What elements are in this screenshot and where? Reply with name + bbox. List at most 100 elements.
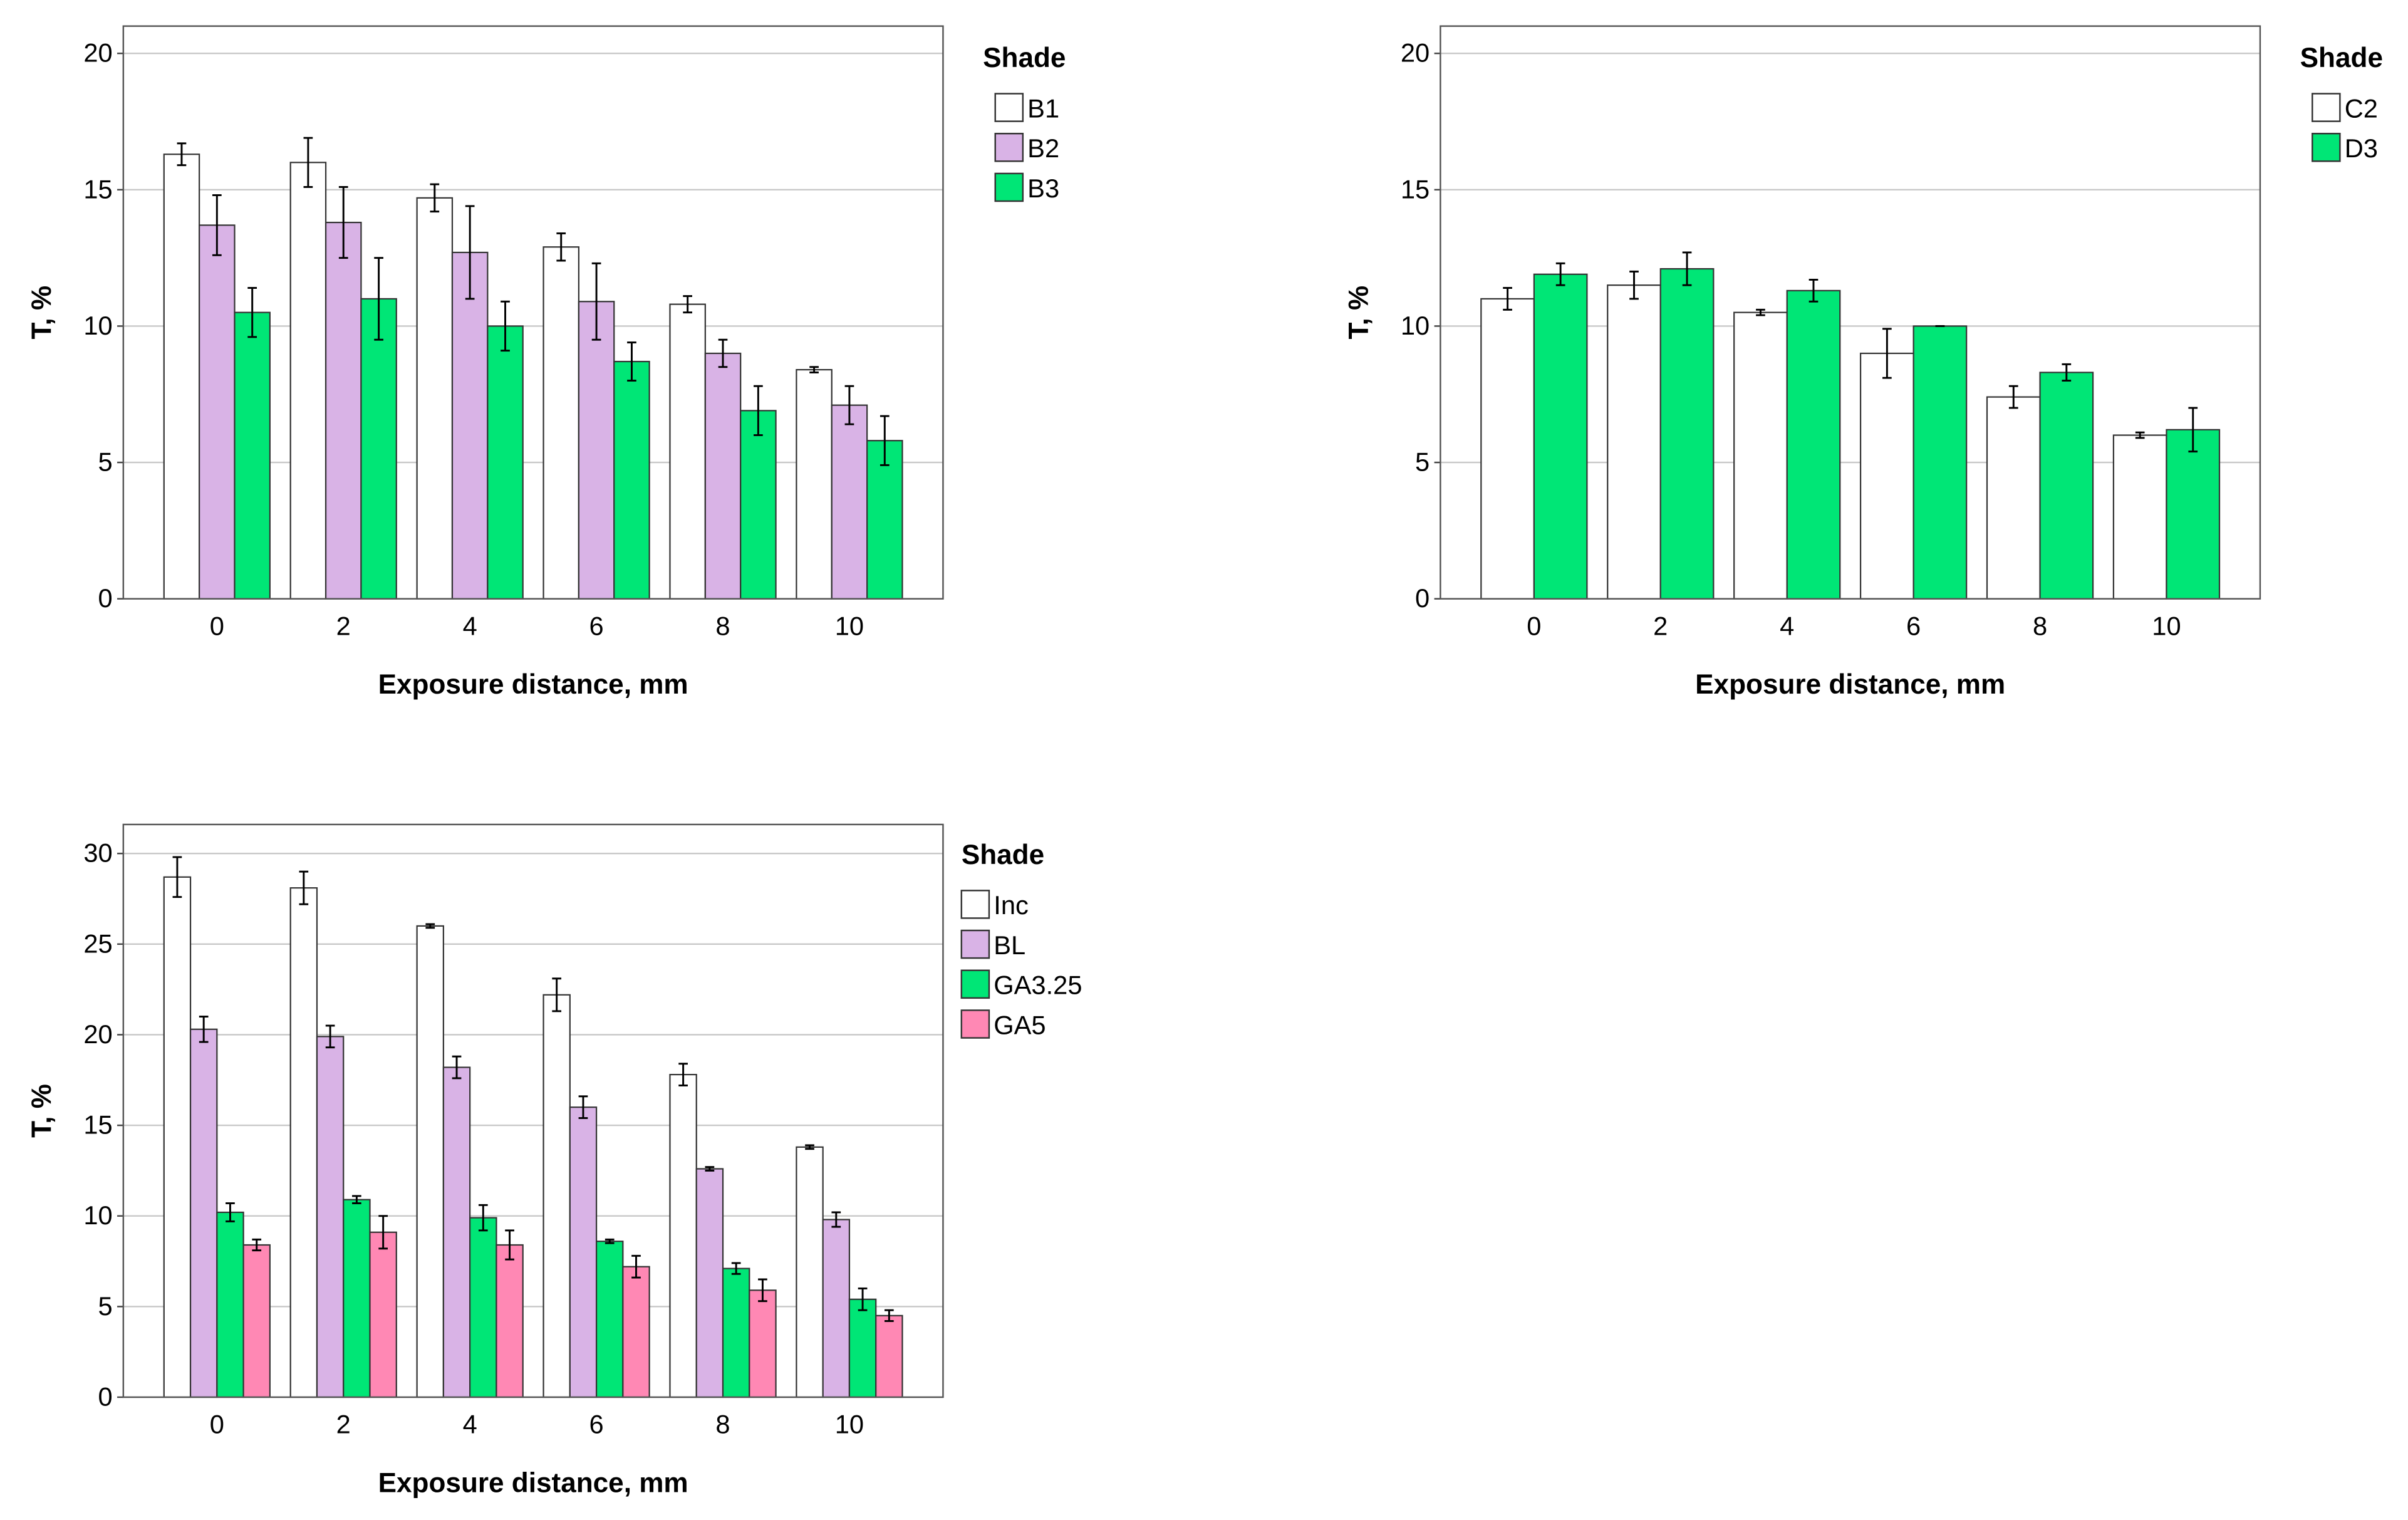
x-tick-label: 8 xyxy=(715,1410,730,1439)
bar xyxy=(2166,429,2221,600)
bar xyxy=(324,221,362,600)
y-tick-label: 10 xyxy=(1401,311,1430,340)
x-tick-label: 0 xyxy=(210,611,224,640)
y-tick-label: 5 xyxy=(1415,447,1430,477)
error-bar xyxy=(578,1095,588,1119)
legend-swatch xyxy=(994,172,1024,202)
x-tick-label: 2 xyxy=(336,611,351,640)
error-bar xyxy=(678,1063,688,1086)
legend-swatch xyxy=(960,890,990,919)
legend-label: GA5 xyxy=(994,1010,1046,1039)
bar xyxy=(216,1211,244,1398)
bar xyxy=(199,224,236,600)
bar xyxy=(416,197,454,600)
legend-title: Shade xyxy=(983,43,1066,73)
bar xyxy=(1659,268,1715,600)
x-tick-label: 10 xyxy=(835,611,864,640)
error-bar xyxy=(2135,431,2145,439)
error-bar xyxy=(172,856,182,898)
error-bar xyxy=(212,194,222,256)
x-tick-label: 0 xyxy=(1527,611,1541,640)
bar xyxy=(416,925,444,1398)
error-bar xyxy=(605,1238,615,1244)
error-bar xyxy=(1756,308,1765,316)
x-tick-label: 8 xyxy=(715,611,730,640)
x-tick-label: 2 xyxy=(336,1410,351,1439)
error-bar xyxy=(2188,407,2198,453)
y-tick-label: 5 xyxy=(98,1291,113,1321)
error-bar xyxy=(478,1204,488,1232)
error-bar xyxy=(1682,251,1692,286)
legend-label: D3 xyxy=(2345,133,2378,163)
legend-label: BL xyxy=(994,930,1025,960)
chart-panel: 0 5 10 15 20 25 30 0 2 4 6 8 10 Exposure distance, mm… xyxy=(26,823,1082,1498)
bar xyxy=(542,994,571,1398)
error-bar xyxy=(378,1215,388,1250)
chart-panel: 0 5 10 15 20 0 2 4 6 8 10 Exposure distance, mm T, %… xyxy=(26,25,1066,700)
y-tick-label: 20 xyxy=(83,1019,112,1049)
error-bar xyxy=(452,1055,462,1080)
error-bar xyxy=(844,385,854,425)
bar xyxy=(1607,284,1661,600)
legend-label: B1 xyxy=(1027,93,1059,123)
bar xyxy=(316,1036,345,1398)
x-tick-label: 6 xyxy=(589,611,604,640)
error-bar xyxy=(831,1211,841,1228)
error-bar xyxy=(425,923,435,929)
error-bar xyxy=(705,1166,715,1172)
legend-title: Shade xyxy=(2300,43,2383,73)
bar xyxy=(622,1266,650,1398)
bar xyxy=(289,162,327,600)
legend-label: GA3.25 xyxy=(994,971,1082,1000)
bar xyxy=(1986,396,2041,600)
x-tick-label: 4 xyxy=(463,611,477,640)
bar xyxy=(242,1244,271,1398)
error-bar xyxy=(1809,278,1819,303)
bar xyxy=(1912,325,1968,600)
legend: Shade B1 B2 B3 xyxy=(983,43,1066,203)
error-bar xyxy=(199,1016,209,1043)
bar xyxy=(796,368,833,600)
error-bar xyxy=(247,287,257,338)
bar xyxy=(740,410,777,600)
y-tick-label: 25 xyxy=(83,929,112,958)
bar xyxy=(469,1217,497,1398)
x-tick-label: 8 xyxy=(2033,611,2047,640)
bar xyxy=(704,352,742,600)
error-bar xyxy=(338,185,348,259)
bar xyxy=(163,876,192,1398)
bar xyxy=(1786,289,1841,600)
bar xyxy=(669,303,706,600)
error-bar xyxy=(556,232,566,262)
error-bar xyxy=(303,137,313,188)
bar xyxy=(578,301,615,600)
y-tick-label: 0 xyxy=(1415,583,1430,613)
bar xyxy=(695,1168,724,1398)
bar xyxy=(613,360,650,600)
error-bar xyxy=(1555,262,1565,286)
bar xyxy=(749,1289,777,1398)
y-tick-label: 10 xyxy=(83,1200,112,1230)
error-bar xyxy=(731,1262,741,1275)
error-bar xyxy=(252,1238,262,1252)
legend-label: C2 xyxy=(2345,93,2378,123)
legend-swatch xyxy=(994,132,1024,162)
bar xyxy=(831,404,868,600)
plot-frame xyxy=(122,25,944,600)
bar xyxy=(496,1244,524,1398)
legend-swatch xyxy=(960,929,990,959)
error-bar xyxy=(683,295,693,314)
legend: Shade Inc BL GA3.25 GA5 xyxy=(960,840,1082,1039)
bar xyxy=(234,311,271,600)
error-bar xyxy=(809,366,819,373)
x-tick-label: 2 xyxy=(1653,611,1668,640)
error-bar xyxy=(352,1195,361,1204)
error-bar xyxy=(501,300,510,352)
legend-swatch xyxy=(2312,93,2341,122)
y-tick-label: 30 xyxy=(83,838,112,868)
legend-swatch xyxy=(2312,132,2341,162)
error-bar xyxy=(374,257,383,341)
bar xyxy=(722,1268,750,1398)
y-axis-title: T, % xyxy=(1344,286,1374,340)
y-tick-label: 20 xyxy=(1401,38,1430,68)
